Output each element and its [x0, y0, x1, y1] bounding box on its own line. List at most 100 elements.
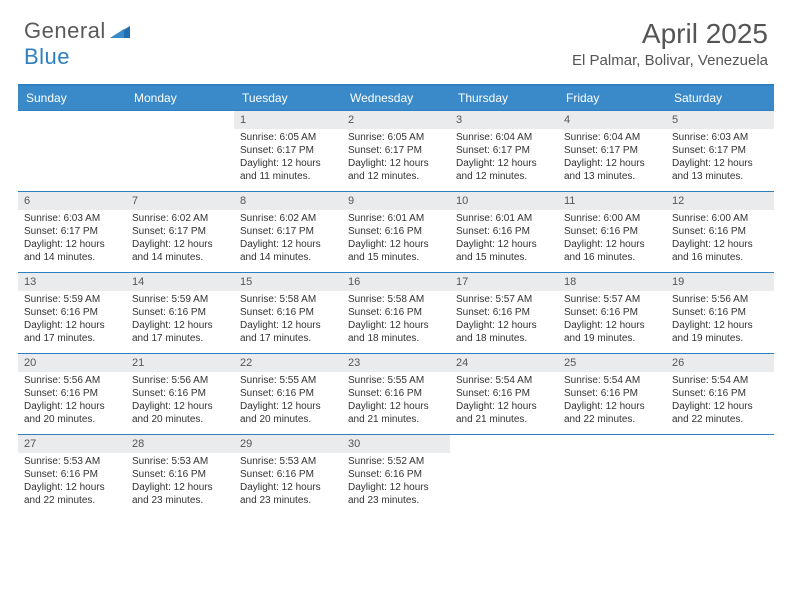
calendar-cell: 1Sunrise: 6:05 AMSunset: 6:17 PMDaylight…	[234, 111, 342, 191]
day-number: 16	[342, 273, 450, 291]
day-number: 23	[342, 354, 450, 372]
day-number: 10	[450, 192, 558, 210]
sunrise-text: Sunrise: 6:02 AM	[132, 212, 228, 225]
daylight-text: Daylight: 12 hours and 17 minutes.	[24, 319, 120, 345]
daylight-text: Daylight: 12 hours and 23 minutes.	[240, 481, 336, 507]
sunset-text: Sunset: 6:16 PM	[456, 225, 552, 238]
daylight-text: Daylight: 12 hours and 20 minutes.	[240, 400, 336, 426]
sunset-text: Sunset: 6:16 PM	[240, 387, 336, 400]
cell-body: Sunrise: 5:59 AMSunset: 6:16 PMDaylight:…	[18, 291, 126, 349]
day-number: 4	[558, 111, 666, 129]
cell-body: Sunrise: 5:56 AMSunset: 6:16 PMDaylight:…	[126, 372, 234, 430]
sunset-text: Sunset: 6:16 PM	[240, 468, 336, 481]
daylight-text: Daylight: 12 hours and 14 minutes.	[132, 238, 228, 264]
cell-body: Sunrise: 5:56 AMSunset: 6:16 PMDaylight:…	[18, 372, 126, 430]
calendar-cell: 12Sunrise: 6:00 AMSunset: 6:16 PMDayligh…	[666, 192, 774, 272]
cell-body: Sunrise: 6:05 AMSunset: 6:17 PMDaylight:…	[234, 129, 342, 187]
cell-body: Sunrise: 5:59 AMSunset: 6:16 PMDaylight:…	[126, 291, 234, 349]
daylight-text: Daylight: 12 hours and 20 minutes.	[24, 400, 120, 426]
sunset-text: Sunset: 6:16 PM	[348, 468, 444, 481]
day-number: 1	[234, 111, 342, 129]
sunrise-text: Sunrise: 5:58 AM	[240, 293, 336, 306]
sunset-text: Sunset: 6:16 PM	[24, 306, 120, 319]
day-number: 8	[234, 192, 342, 210]
calendar-cell: 7Sunrise: 6:02 AMSunset: 6:17 PMDaylight…	[126, 192, 234, 272]
cell-body: Sunrise: 5:57 AMSunset: 6:16 PMDaylight:…	[450, 291, 558, 349]
day-number	[666, 435, 774, 453]
calendar-cell: 26Sunrise: 5:54 AMSunset: 6:16 PMDayligh…	[666, 354, 774, 434]
day-number: 2	[342, 111, 450, 129]
daylight-text: Daylight: 12 hours and 16 minutes.	[672, 238, 768, 264]
calendar-cell	[126, 111, 234, 191]
cell-body: Sunrise: 6:02 AMSunset: 6:17 PMDaylight:…	[126, 210, 234, 268]
sunset-text: Sunset: 6:16 PM	[456, 306, 552, 319]
calendar-cell: 24Sunrise: 5:54 AMSunset: 6:16 PMDayligh…	[450, 354, 558, 434]
brand-logo: GeneralBlue	[24, 18, 130, 70]
cell-body: Sunrise: 5:56 AMSunset: 6:16 PMDaylight:…	[666, 291, 774, 349]
daylight-text: Daylight: 12 hours and 14 minutes.	[240, 238, 336, 264]
day-number: 20	[18, 354, 126, 372]
sunrise-text: Sunrise: 5:56 AM	[24, 374, 120, 387]
day-number: 18	[558, 273, 666, 291]
sunrise-text: Sunrise: 6:01 AM	[456, 212, 552, 225]
calendar-cell: 15Sunrise: 5:58 AMSunset: 6:16 PMDayligh…	[234, 273, 342, 353]
brand-part2: Blue	[24, 44, 70, 69]
cell-body: Sunrise: 5:53 AMSunset: 6:16 PMDaylight:…	[126, 453, 234, 511]
calendar-cell: 22Sunrise: 5:55 AMSunset: 6:16 PMDayligh…	[234, 354, 342, 434]
cell-body: Sunrise: 5:58 AMSunset: 6:16 PMDaylight:…	[234, 291, 342, 349]
calendar-cell: 3Sunrise: 6:04 AMSunset: 6:17 PMDaylight…	[450, 111, 558, 191]
sunrise-text: Sunrise: 6:01 AM	[348, 212, 444, 225]
calendar-cell: 30Sunrise: 5:52 AMSunset: 6:16 PMDayligh…	[342, 435, 450, 515]
cell-body: Sunrise: 5:58 AMSunset: 6:16 PMDaylight:…	[342, 291, 450, 349]
sunrise-text: Sunrise: 5:52 AM	[348, 455, 444, 468]
sunset-text: Sunset: 6:17 PM	[564, 144, 660, 157]
brand-name: GeneralBlue	[24, 18, 130, 70]
cell-body: Sunrise: 6:00 AMSunset: 6:16 PMDaylight:…	[666, 210, 774, 268]
day-number: 5	[666, 111, 774, 129]
calendar-cell: 9Sunrise: 6:01 AMSunset: 6:16 PMDaylight…	[342, 192, 450, 272]
day-number: 6	[18, 192, 126, 210]
cell-body: Sunrise: 5:57 AMSunset: 6:16 PMDaylight:…	[558, 291, 666, 349]
day-number: 12	[666, 192, 774, 210]
calendar-cell: 21Sunrise: 5:56 AMSunset: 6:16 PMDayligh…	[126, 354, 234, 434]
day-number: 11	[558, 192, 666, 210]
day-number	[558, 435, 666, 453]
day-number: 3	[450, 111, 558, 129]
sunrise-text: Sunrise: 5:57 AM	[564, 293, 660, 306]
calendar-cell: 19Sunrise: 5:56 AMSunset: 6:16 PMDayligh…	[666, 273, 774, 353]
sunset-text: Sunset: 6:16 PM	[348, 387, 444, 400]
daylight-text: Daylight: 12 hours and 13 minutes.	[564, 157, 660, 183]
daylight-text: Daylight: 12 hours and 14 minutes.	[24, 238, 120, 264]
calendar-cell: 29Sunrise: 5:53 AMSunset: 6:16 PMDayligh…	[234, 435, 342, 515]
calendar-cell: 16Sunrise: 5:58 AMSunset: 6:16 PMDayligh…	[342, 273, 450, 353]
cell-body: Sunrise: 5:53 AMSunset: 6:16 PMDaylight:…	[234, 453, 342, 511]
calendar-cell	[18, 111, 126, 191]
day-number: 27	[18, 435, 126, 453]
cell-body: Sunrise: 5:52 AMSunset: 6:16 PMDaylight:…	[342, 453, 450, 511]
day-number: 24	[450, 354, 558, 372]
daylight-text: Daylight: 12 hours and 12 minutes.	[348, 157, 444, 183]
calendar-cell	[666, 435, 774, 515]
page-header: GeneralBlue April 2025 El Palmar, Boliva…	[0, 0, 792, 78]
sunset-text: Sunset: 6:16 PM	[672, 387, 768, 400]
sunset-text: Sunset: 6:16 PM	[348, 306, 444, 319]
sunrise-text: Sunrise: 6:05 AM	[348, 131, 444, 144]
sunrise-text: Sunrise: 5:54 AM	[672, 374, 768, 387]
day-number: 25	[558, 354, 666, 372]
sunrise-text: Sunrise: 5:55 AM	[240, 374, 336, 387]
daylight-text: Daylight: 12 hours and 23 minutes.	[348, 481, 444, 507]
sunrise-text: Sunrise: 5:56 AM	[672, 293, 768, 306]
sunrise-text: Sunrise: 6:00 AM	[564, 212, 660, 225]
calendar-cell: 17Sunrise: 5:57 AMSunset: 6:16 PMDayligh…	[450, 273, 558, 353]
calendar-cell: 13Sunrise: 5:59 AMSunset: 6:16 PMDayligh…	[18, 273, 126, 353]
calendar-week: 20Sunrise: 5:56 AMSunset: 6:16 PMDayligh…	[18, 353, 774, 434]
sunrise-text: Sunrise: 5:54 AM	[564, 374, 660, 387]
sunrise-text: Sunrise: 6:03 AM	[24, 212, 120, 225]
sunrise-text: Sunrise: 6:04 AM	[456, 131, 552, 144]
day-number: 7	[126, 192, 234, 210]
sunset-text: Sunset: 6:17 PM	[672, 144, 768, 157]
triangle-icon	[110, 18, 130, 44]
daylight-text: Daylight: 12 hours and 18 minutes.	[348, 319, 444, 345]
calendar-cell: 18Sunrise: 5:57 AMSunset: 6:16 PMDayligh…	[558, 273, 666, 353]
daylight-text: Daylight: 12 hours and 19 minutes.	[564, 319, 660, 345]
